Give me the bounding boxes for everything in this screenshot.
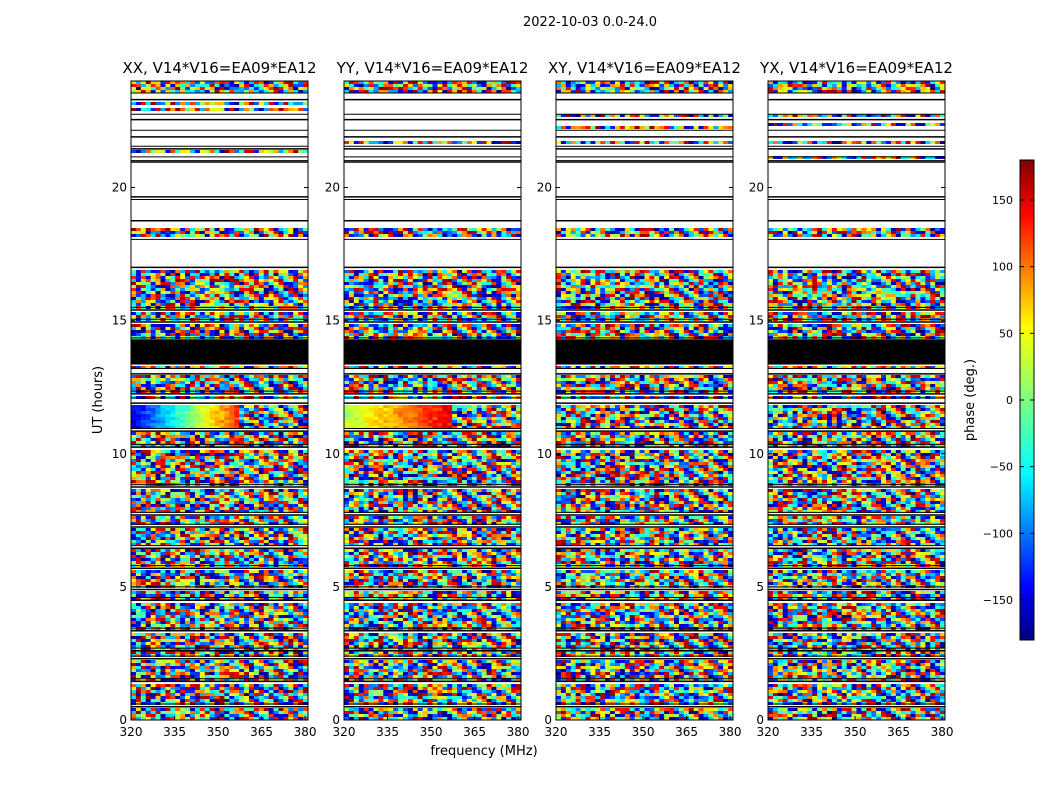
flagged-black-band bbox=[556, 339, 733, 365]
y-tick-label: 20 bbox=[112, 181, 127, 195]
colorbar-tick-label: 100 bbox=[992, 261, 1013, 274]
x-tick-label: 350 bbox=[420, 725, 443, 739]
panel-frame bbox=[767, 80, 946, 721]
colorbar-tick-label: 0 bbox=[1006, 394, 1013, 407]
x-tick-label: 380 bbox=[507, 725, 530, 739]
heatmap-cells bbox=[556, 81, 734, 720]
panel-frame bbox=[130, 80, 309, 721]
x-tick-label: 320 bbox=[120, 725, 143, 739]
heatmap-cells bbox=[344, 81, 522, 720]
x-tick-label: 350 bbox=[207, 725, 230, 739]
x-tick-label: 350 bbox=[632, 725, 655, 739]
x-tick-label: 365 bbox=[675, 725, 698, 739]
panel-1: YY, V14*V16=EA09*EA12 320 335 350 365 380 0 5 10… bbox=[325, 59, 530, 739]
y-tick-label: 20 bbox=[537, 181, 552, 195]
y-tick-label: 10 bbox=[537, 447, 552, 461]
y-tick-label: 15 bbox=[112, 314, 127, 328]
panel-2: XY, V14*V16=EA09*EA12 320 335 350 365 380 0 5 10… bbox=[537, 59, 742, 739]
y-tick-label: 5 bbox=[332, 580, 340, 594]
x-tick-label: 320 bbox=[333, 725, 356, 739]
panel-title: YX, V14*V16=EA09*EA12 bbox=[759, 59, 953, 77]
colorbar-tick-label: 150 bbox=[992, 194, 1013, 207]
colorbar-tick-label: −100 bbox=[983, 527, 1013, 540]
panel-3: YX, V14*V16=EA09*EA12 320 335 350 365 380 0 5 10… bbox=[749, 59, 954, 739]
y-tick-label: 0 bbox=[544, 713, 552, 727]
x-tick-label: 320 bbox=[757, 725, 780, 739]
heatmap-cells bbox=[131, 81, 309, 720]
panel-title: XY, V14*V16=EA09*EA12 bbox=[548, 59, 741, 77]
y-tick-label: 15 bbox=[325, 314, 340, 328]
colorbar-tick-label: −50 bbox=[990, 461, 1013, 474]
y-tick-label: 15 bbox=[749, 314, 764, 328]
y-tick-label: 20 bbox=[749, 181, 764, 195]
x-tick-label: 380 bbox=[931, 725, 954, 739]
x-tick-label: 365 bbox=[463, 725, 486, 739]
x-tick-label: 365 bbox=[887, 725, 910, 739]
panel-title: XX, V14*V16=EA09*EA12 bbox=[122, 59, 316, 77]
x-tick-label: 350 bbox=[844, 725, 867, 739]
panel-frame bbox=[555, 80, 734, 721]
scan-separators bbox=[131, 92, 308, 708]
flagged-black-band bbox=[768, 339, 945, 365]
scan-separators bbox=[768, 92, 945, 708]
x-tick-label: 335 bbox=[588, 725, 611, 739]
x-tick-label: 380 bbox=[294, 725, 317, 739]
heatmap-cells bbox=[768, 81, 946, 720]
panel-frame bbox=[343, 80, 522, 721]
x-tick-label: 335 bbox=[800, 725, 823, 739]
y-tick-label: 5 bbox=[544, 580, 552, 594]
y-axis-label: UT (hours) bbox=[91, 366, 106, 434]
panels: XX, V14*V16=EA09*EA12 320 335 350 365 380 0 5 10… bbox=[112, 59, 954, 739]
scan-separators bbox=[556, 92, 733, 708]
colorbar: 150 100 50 0 −50 −100 −150 phase (deg.) bbox=[963, 159, 1035, 641]
y-tick-label: 10 bbox=[325, 447, 340, 461]
y-tick-label: 0 bbox=[119, 713, 127, 727]
colorbar-ticks: 150 100 50 0 −50 −100 −150 bbox=[983, 194, 1034, 607]
scan-separators bbox=[344, 92, 521, 708]
colorbar-tick-label: 50 bbox=[999, 327, 1013, 340]
y-tick-label: 10 bbox=[112, 447, 127, 461]
x-axis-label: frequency (MHz) bbox=[430, 744, 537, 759]
x-tick-label: 335 bbox=[376, 725, 399, 739]
y-tick-label: 5 bbox=[119, 580, 127, 594]
x-tick-label: 335 bbox=[163, 725, 186, 739]
panel-0: XX, V14*V16=EA09*EA12 320 335 350 365 380 0 5 10… bbox=[112, 59, 317, 739]
y-tick-label: 20 bbox=[325, 181, 340, 195]
panel-title: YY, V14*V16=EA09*EA12 bbox=[336, 59, 529, 77]
flagged-black-band bbox=[344, 339, 521, 365]
x-tick-label: 365 bbox=[250, 725, 273, 739]
y-tick-label: 10 bbox=[749, 447, 764, 461]
y-tick-label: 5 bbox=[756, 580, 764, 594]
y-tick-label: 15 bbox=[537, 314, 552, 328]
figure-suptitle: 2022-10-03 0.0-24.0 bbox=[523, 15, 657, 30]
y-tick-label: 0 bbox=[332, 713, 340, 727]
flagged-black-band bbox=[131, 339, 308, 365]
colorbar-label: phase (deg.) bbox=[963, 359, 978, 441]
x-tick-label: 320 bbox=[545, 725, 568, 739]
x-tick-label: 380 bbox=[719, 725, 742, 739]
y-tick-label: 0 bbox=[756, 713, 764, 727]
colorbar-tick-label: −150 bbox=[983, 594, 1013, 607]
